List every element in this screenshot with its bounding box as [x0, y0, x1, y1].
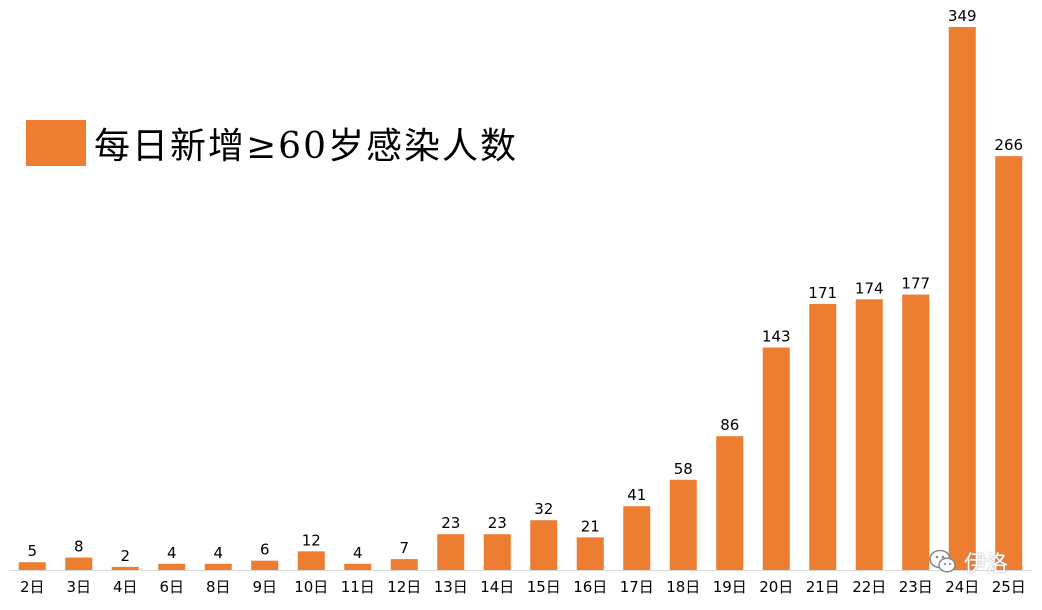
x-tick-label: 24日 — [945, 578, 979, 596]
x-tick-label: 20日 — [759, 578, 793, 596]
wechat-icon — [929, 549, 956, 573]
bar — [158, 563, 186, 570]
watermark-text: 伊洛 — [963, 552, 1008, 577]
data-label: 4 — [213, 544, 223, 562]
bar — [344, 563, 372, 570]
data-label: 177 — [901, 275, 930, 293]
x-tick-label: 16日 — [573, 578, 607, 596]
bar — [297, 551, 325, 570]
x-tick-label: 6日 — [159, 578, 184, 596]
bar — [530, 520, 558, 570]
data-label: 23 — [441, 514, 460, 532]
x-tick-label: 11日 — [341, 578, 375, 596]
data-label: 21 — [581, 517, 600, 535]
legend: 每日新增≥60岁感染人数 — [26, 117, 518, 169]
data-label: 8 — [74, 538, 84, 556]
x-tick-label: 3日 — [66, 578, 91, 596]
bar — [390, 559, 418, 570]
bar — [437, 534, 465, 570]
bar — [948, 27, 976, 570]
data-label: 171 — [808, 284, 837, 302]
data-label: 4 — [167, 544, 177, 562]
x-tick-label: 21日 — [806, 578, 840, 596]
bar — [669, 479, 697, 570]
data-label: 58 — [674, 460, 693, 478]
bar — [762, 347, 790, 570]
bar — [623, 506, 651, 570]
x-tick-label: 4日 — [113, 578, 138, 596]
x-tick-label: 23日 — [899, 578, 933, 596]
watermark: 伊洛 — [928, 546, 1008, 578]
data-label: 32 — [534, 500, 553, 518]
bar — [65, 557, 93, 570]
x-tick-label: 8日 — [206, 578, 231, 596]
data-label: 12 — [302, 531, 321, 549]
data-label: 4 — [353, 544, 363, 562]
x-tick-label: 13日 — [434, 578, 468, 596]
x-tick-label: 19日 — [713, 578, 747, 596]
x-tick-label: 22日 — [852, 578, 886, 596]
data-label: 143 — [762, 328, 791, 346]
data-label: 174 — [855, 279, 884, 297]
bar — [716, 436, 744, 570]
data-label: 266 — [994, 136, 1023, 154]
x-tick-label: 10日 — [294, 578, 328, 596]
bars-group — [18, 27, 1023, 570]
x-tick-label: 2日 — [20, 578, 45, 596]
data-label: 2 — [120, 547, 130, 565]
data-label: 5 — [27, 542, 37, 560]
data-label: 6 — [260, 541, 270, 559]
data-label: 86 — [720, 416, 739, 434]
x-tick-label: 15日 — [527, 578, 561, 596]
data-label: 349 — [948, 7, 977, 25]
bar — [855, 299, 883, 570]
bar — [204, 563, 232, 570]
x-tick-label: 25日 — [992, 578, 1026, 596]
x-tick-label: 18日 — [666, 578, 700, 596]
data-label: 41 — [627, 486, 646, 504]
bar — [251, 560, 279, 570]
x-tick-label: 17日 — [620, 578, 654, 596]
x-tick-label: 14日 — [480, 578, 514, 596]
x-tick-label: 9日 — [252, 578, 277, 596]
bar — [809, 303, 837, 570]
bar — [18, 562, 46, 570]
bar — [902, 294, 930, 570]
data-label: 23 — [488, 514, 507, 532]
legend-label: 每日新增≥60岁感染人数 — [94, 126, 518, 167]
x-tick-labels-group: 2日 3日 4日 6日 8日 9日 10日 11日 12日 13日 14日 15日 16日 17日 18日 1… — [20, 578, 1026, 596]
bar — [483, 534, 511, 570]
x-tick-label: 12日 — [387, 578, 421, 596]
legend-swatch — [26, 120, 86, 166]
data-label: 7 — [399, 539, 409, 557]
bar — [576, 537, 604, 570]
bar — [995, 156, 1023, 570]
bar — [111, 566, 139, 570]
